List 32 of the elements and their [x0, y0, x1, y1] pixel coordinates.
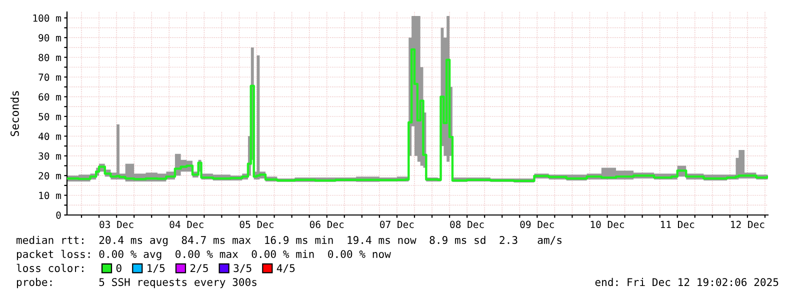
y-tick-label: 90 m — [38, 34, 61, 42]
y-tick-label: 10 m — [39, 192, 61, 200]
x-tick-label: 12 Dec — [731, 220, 764, 228]
text: probe: 5 SSH requests every 300s — [16, 278, 256, 288]
text: packet loss: 0.00 % avg 0.00 % max 0.00 % min 0.00 % now — [16, 250, 391, 260]
legend-label: 1/5 — [148, 264, 165, 273]
legend-label: 3/5 — [234, 264, 252, 273]
y-tick-label: 20 m — [38, 172, 61, 180]
x-tick-label: 04 Dec — [170, 220, 204, 228]
y-tick-label: 0 — [56, 212, 61, 219]
legend-label: 2/5 — [190, 264, 208, 273]
y-tick-label: 60 m — [38, 93, 61, 101]
y-tick-label: 70 m — [38, 74, 61, 81]
legend-label: 4/5 — [276, 264, 295, 273]
x-tick-label: 09 Dec — [520, 220, 554, 228]
y-tick-label: 30 m — [38, 152, 61, 160]
x-tick-label: 07 Dec — [380, 220, 414, 228]
text: median rtt: 20.4 ms avg 84.7 ms max 16.9 ms min 19.4 ms now 8.9 ms sd 2.3 am/s — [16, 236, 562, 246]
legend-label: 0 — [116, 264, 122, 272]
x-tick-label: 05 Dec — [240, 220, 274, 228]
x-tick-label: 08 Dec — [450, 220, 484, 228]
legend-title: loss color: — [16, 264, 84, 272]
x-tick-label: 03 Dec — [100, 220, 134, 228]
x-tick-label: 11 Dec — [660, 220, 694, 228]
y-tick-label: 40 m — [38, 132, 61, 140]
y-axis-title: Seconds — [10, 91, 19, 136]
text: end: Fri Dec 12 19:02:06 2025 — [595, 278, 778, 286]
x-tick-label: 10 Dec — [590, 220, 624, 228]
y-tick-label: 80 m — [38, 54, 61, 62]
x-tick-label: 06 Dec — [310, 220, 344, 228]
y-tick-label: 100 m — [33, 14, 61, 22]
y-tick-label: 50 m — [38, 112, 61, 120]
